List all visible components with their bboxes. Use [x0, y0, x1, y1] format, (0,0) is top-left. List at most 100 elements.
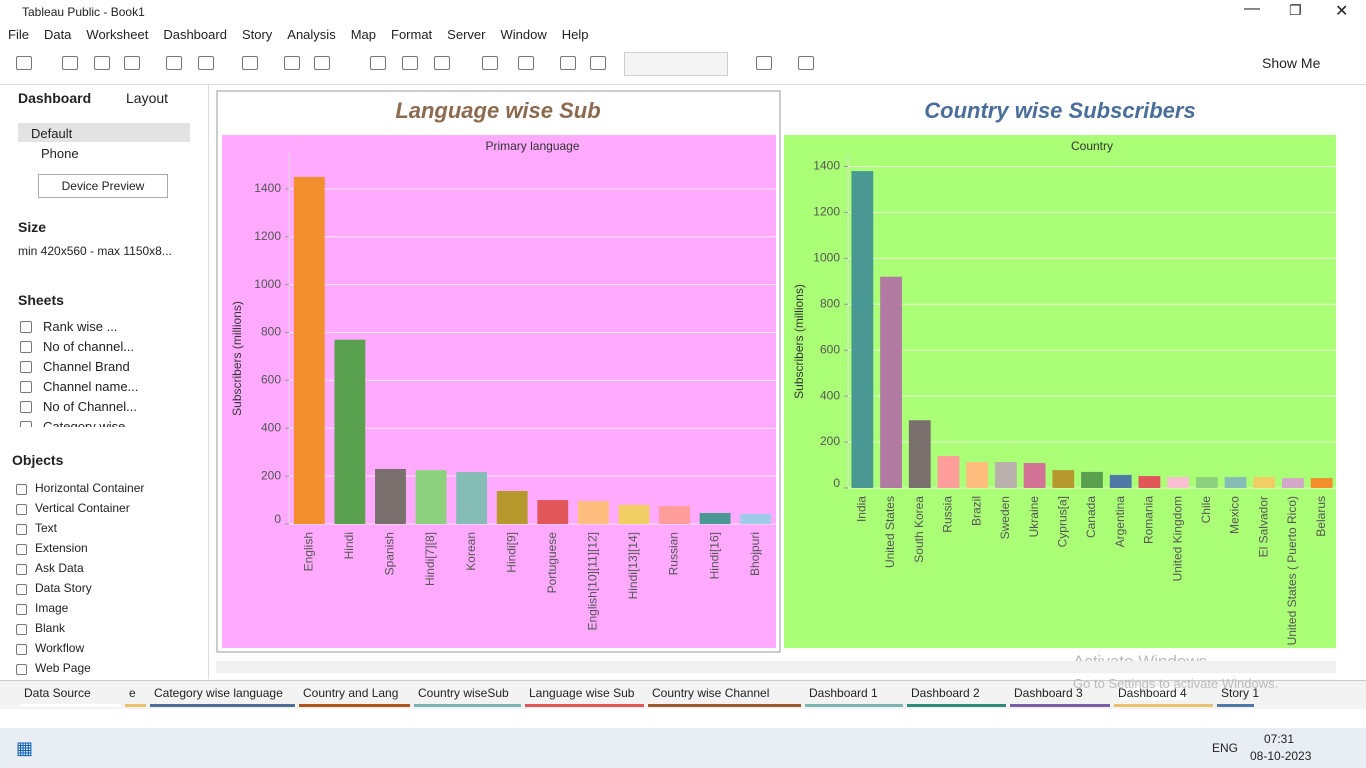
menu-item[interactable]: Format	[391, 26, 433, 42]
sheet-tab[interactable]: Data Source	[24, 686, 91, 700]
object-item[interactable]: Text	[35, 521, 58, 535]
size-dropdown[interactable]: min 420x560 - max 1150x8...	[18, 244, 172, 258]
sheet-tab[interactable]: Category wise language	[154, 686, 283, 700]
object-item[interactable]: Web Page	[35, 661, 91, 675]
toolbar-icon[interactable]	[62, 56, 78, 70]
toolbar-icon[interactable]	[124, 56, 140, 70]
dropdown[interactable]	[624, 52, 728, 76]
toolbar-icon[interactable]	[560, 56, 576, 70]
menu-item[interactable]: File	[8, 26, 29, 42]
object-icon	[16, 544, 27, 555]
x-tick-label: Hindi	[342, 532, 356, 559]
toolbar-icon[interactable]	[518, 56, 534, 70]
sheet-item[interactable]: No of channel...	[43, 339, 135, 354]
x-tick-label: Brazil	[969, 496, 983, 526]
sheet-item[interactable]: Channel name...	[43, 379, 139, 394]
object-icon	[16, 584, 27, 595]
sheet-tab[interactable]: Country and Lang	[303, 686, 399, 700]
sheet-tab[interactable]: e	[129, 686, 136, 700]
x-tick-label: Portuguese	[545, 532, 559, 594]
menu-item[interactable]: Dashboard	[163, 26, 227, 42]
tab-underline	[525, 704, 644, 707]
sheet-tab[interactable]: Country wiseSub	[418, 686, 509, 700]
menu-item[interactable]: Story	[241, 26, 273, 42]
object-item[interactable]: Horizontal Container	[35, 481, 145, 495]
sheet-tab[interactable]: Language wise Sub	[529, 686, 635, 700]
bar	[851, 171, 874, 488]
sheet-item[interactable]: Category wise...	[43, 419, 137, 427]
toolbar-icon[interactable]	[402, 56, 418, 70]
sheet-icon	[20, 321, 32, 333]
toolbar-icon[interactable]	[482, 56, 498, 70]
bar	[1023, 462, 1046, 488]
toolbar-icon[interactable]	[798, 56, 814, 70]
clock-date[interactable]: 08-10-2023	[1250, 749, 1312, 763]
panel-tab[interactable]: Dashboard	[18, 90, 92, 106]
menu-item[interactable]: Worksheet	[86, 26, 149, 42]
window-title: Tableau Public - Book1	[22, 5, 145, 19]
panel-tab[interactable]: Layout	[126, 90, 169, 106]
clock-time[interactable]: 07:31	[1264, 732, 1295, 746]
object-icon	[16, 604, 27, 615]
toolbar-icon[interactable]	[16, 56, 32, 70]
sheet-tab[interactable]: Country wise Channel	[652, 686, 770, 700]
toolbar-icon[interactable]	[590, 56, 606, 70]
tab-underline	[805, 704, 903, 707]
sheet-icon	[20, 341, 32, 353]
start-button[interactable]: ▦	[16, 738, 34, 758]
toolbar-icon[interactable]	[198, 56, 214, 70]
object-item[interactable]: Image	[35, 601, 69, 615]
toolbar-icon[interactable]	[314, 56, 330, 70]
x-tick-label: Hindi[7][8]	[423, 532, 437, 586]
sheet-item[interactable]: Channel Brand	[43, 359, 130, 374]
object-item[interactable]: Data Story	[35, 581, 92, 595]
menu-item[interactable]: Window	[500, 26, 547, 42]
toolbar-icon[interactable]	[166, 56, 182, 70]
toolbar-icon[interactable]	[94, 56, 110, 70]
x-tick-label: Bhojpuri	[748, 532, 762, 576]
menu-item[interactable]: Server	[447, 26, 486, 42]
toolbar-icon[interactable]	[242, 56, 258, 70]
close-button[interactable]: ✕	[1335, 3, 1349, 20]
menu-item[interactable]: Help	[561, 26, 589, 42]
device[interactable]: Default	[31, 126, 73, 141]
object-item[interactable]: Extension	[35, 541, 88, 555]
menu-item[interactable]: Map	[350, 26, 376, 42]
toolbar-icon[interactable]	[284, 56, 300, 70]
sheet-icon	[20, 401, 32, 413]
sheet-tab[interactable]: Dashboard 3	[1014, 686, 1083, 700]
sheet-tab[interactable]: Dashboard 4	[1118, 686, 1187, 700]
section-heading: Size	[18, 219, 47, 235]
x-tick-label: Ukraine	[1027, 496, 1041, 538]
sheet-tab[interactable]: Story 1	[1221, 686, 1260, 700]
toolbar-icon[interactable]	[756, 56, 772, 70]
bar	[699, 512, 731, 524]
device-preview-button[interactable]: Device Preview	[38, 174, 168, 198]
language[interactable]: ENG	[1212, 741, 1239, 755]
object-item[interactable]: Workflow	[35, 641, 85, 655]
show-me-button[interactable]: Show Me	[1262, 55, 1321, 71]
bar	[1138, 476, 1161, 488]
sheet-tab[interactable]: Dashboard 1	[809, 686, 878, 700]
x-tick-label: Mexico	[1228, 496, 1242, 534]
sheet-item[interactable]: No of Channel...	[43, 399, 137, 414]
watermark: Go to Settings to activate Windows.	[1073, 676, 1279, 691]
y-tick-label: 400	[261, 420, 281, 434]
object-item[interactable]: Vertical Container	[35, 501, 130, 515]
sheet-item[interactable]: Rank wise ...	[43, 319, 118, 334]
toolbar-icon[interactable]	[370, 56, 386, 70]
toolbar-icon[interactable]	[434, 56, 450, 70]
sheet-list: Rank wise ... No of channel... Channel Bra…	[0, 319, 190, 427]
bar	[1052, 470, 1075, 488]
menu-item[interactable]: Data	[43, 26, 72, 42]
sheet-tab[interactable]: Dashboard 2	[911, 686, 980, 700]
minimize-button[interactable]: —	[1244, 0, 1260, 17]
menu-item[interactable]: Analysis	[287, 26, 336, 42]
restore-button[interactable]: ❐	[1289, 2, 1302, 18]
tab-underline	[1010, 704, 1110, 707]
x-tick-label: El Salvador	[1256, 496, 1270, 557]
device[interactable]: Phone	[41, 146, 79, 161]
object-item[interactable]: Blank	[35, 621, 66, 635]
object-item[interactable]: Ask Data	[35, 561, 84, 575]
